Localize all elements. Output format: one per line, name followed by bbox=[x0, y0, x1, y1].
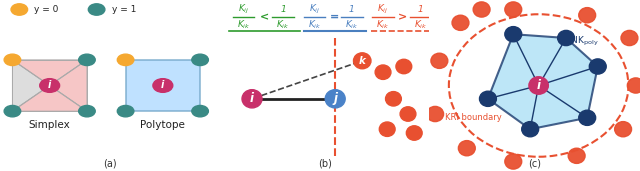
Text: $K_{ij}$: $K_{ij}$ bbox=[308, 3, 320, 16]
Circle shape bbox=[153, 79, 173, 92]
Text: $K_{ik}$: $K_{ik}$ bbox=[413, 19, 428, 31]
Polygon shape bbox=[488, 34, 598, 129]
Circle shape bbox=[79, 54, 95, 65]
Text: 1: 1 bbox=[280, 5, 286, 14]
Circle shape bbox=[4, 54, 20, 65]
Circle shape bbox=[40, 79, 60, 92]
Circle shape bbox=[505, 2, 522, 17]
Circle shape bbox=[4, 106, 20, 117]
Text: 1: 1 bbox=[349, 5, 355, 14]
Circle shape bbox=[458, 141, 476, 156]
Circle shape bbox=[505, 154, 522, 169]
Text: $K_{ik}$: $K_{ik}$ bbox=[237, 19, 250, 31]
Circle shape bbox=[427, 106, 444, 122]
Text: i: i bbox=[536, 79, 541, 92]
Circle shape bbox=[579, 8, 596, 23]
Circle shape bbox=[380, 122, 395, 136]
Circle shape bbox=[522, 122, 539, 137]
Circle shape bbox=[117, 106, 134, 117]
Polygon shape bbox=[12, 60, 87, 86]
Polygon shape bbox=[50, 60, 87, 111]
Circle shape bbox=[325, 90, 345, 108]
Circle shape bbox=[11, 4, 28, 15]
Polygon shape bbox=[12, 86, 87, 111]
Text: NNK$_{\rm poly}$: NNK$_{\rm poly}$ bbox=[564, 35, 598, 48]
Text: (b): (b) bbox=[318, 158, 332, 168]
Text: i: i bbox=[48, 81, 51, 90]
Circle shape bbox=[614, 122, 632, 137]
Text: y = 1: y = 1 bbox=[112, 5, 136, 14]
Circle shape bbox=[192, 54, 209, 65]
Circle shape bbox=[529, 77, 548, 94]
Circle shape bbox=[568, 148, 585, 163]
Text: KRI boundary: KRI boundary bbox=[445, 113, 502, 122]
Circle shape bbox=[431, 53, 448, 68]
Circle shape bbox=[557, 30, 575, 46]
Text: y = 0: y = 0 bbox=[35, 5, 59, 14]
Text: $K_{ik}$: $K_{ik}$ bbox=[345, 19, 358, 31]
Text: (a): (a) bbox=[104, 158, 117, 168]
Text: <: < bbox=[260, 12, 269, 22]
Circle shape bbox=[117, 54, 134, 65]
Text: i: i bbox=[250, 92, 254, 105]
Circle shape bbox=[192, 106, 209, 117]
Circle shape bbox=[375, 65, 391, 79]
Text: Polytope: Polytope bbox=[140, 120, 185, 130]
Text: 1: 1 bbox=[418, 5, 423, 14]
Circle shape bbox=[627, 78, 640, 93]
Text: i: i bbox=[161, 81, 164, 90]
Circle shape bbox=[579, 110, 596, 125]
Text: (c): (c) bbox=[528, 158, 541, 168]
Circle shape bbox=[79, 106, 95, 117]
Circle shape bbox=[589, 59, 606, 74]
Circle shape bbox=[385, 92, 401, 106]
Circle shape bbox=[479, 91, 497, 106]
Circle shape bbox=[400, 107, 416, 121]
Circle shape bbox=[88, 4, 105, 15]
Text: Simplex: Simplex bbox=[29, 120, 70, 130]
Text: $K_{ik}$: $K_{ik}$ bbox=[276, 19, 290, 31]
Text: >: > bbox=[398, 12, 408, 22]
Circle shape bbox=[621, 30, 638, 46]
Text: k: k bbox=[359, 56, 365, 66]
Circle shape bbox=[505, 27, 522, 42]
Text: $K_{ij}$: $K_{ij}$ bbox=[238, 3, 250, 16]
Text: $K_{ik}$: $K_{ik}$ bbox=[308, 19, 321, 31]
Text: $K_{ik}$: $K_{ik}$ bbox=[376, 19, 390, 31]
Polygon shape bbox=[12, 60, 50, 111]
Text: $K_{ij}$: $K_{ij}$ bbox=[378, 3, 388, 16]
Polygon shape bbox=[125, 60, 200, 111]
Circle shape bbox=[353, 53, 371, 69]
Circle shape bbox=[406, 126, 422, 140]
Text: j: j bbox=[333, 92, 337, 105]
Circle shape bbox=[242, 90, 262, 108]
Circle shape bbox=[473, 2, 490, 17]
Text: =: = bbox=[330, 12, 339, 22]
Circle shape bbox=[452, 15, 469, 30]
Circle shape bbox=[396, 59, 412, 74]
